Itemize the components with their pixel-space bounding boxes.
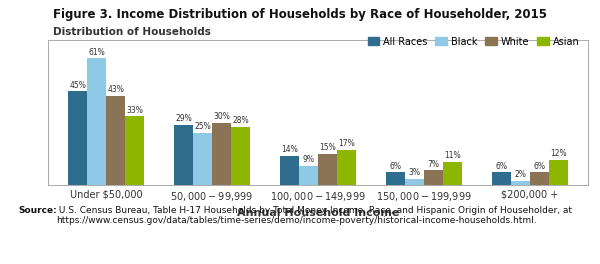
Bar: [193, 133, 212, 185]
Text: 7%: 7%: [427, 160, 439, 169]
Bar: [280, 156, 299, 185]
Text: 15%: 15%: [319, 143, 336, 152]
Text: Distribution of Households: Distribution of Households: [53, 27, 211, 37]
Text: 12%: 12%: [550, 149, 566, 158]
Text: 17%: 17%: [338, 139, 355, 148]
Text: 61%: 61%: [88, 48, 105, 56]
Text: 9%: 9%: [302, 155, 314, 164]
Bar: [231, 127, 250, 185]
Bar: [106, 96, 125, 185]
Text: 11%: 11%: [444, 151, 461, 160]
Bar: [125, 116, 145, 185]
Text: 2%: 2%: [514, 170, 526, 179]
Bar: [174, 125, 193, 185]
Text: 45%: 45%: [69, 81, 86, 90]
Text: 25%: 25%: [194, 122, 211, 131]
Text: Figure 3. Income Distribution of Households by Race of Householder, 2015: Figure 3. Income Distribution of Househo…: [53, 8, 547, 21]
Bar: [549, 160, 568, 185]
Text: Source:: Source:: [18, 206, 57, 215]
Bar: [424, 170, 443, 185]
Text: 14%: 14%: [281, 145, 298, 154]
Bar: [299, 166, 318, 185]
Text: 33%: 33%: [127, 106, 143, 115]
Bar: [386, 172, 405, 185]
Text: 28%: 28%: [232, 116, 249, 125]
X-axis label: Annual Household Income: Annual Household Income: [237, 208, 399, 218]
Text: 6%: 6%: [533, 162, 545, 171]
Text: 6%: 6%: [389, 162, 401, 171]
Bar: [491, 172, 511, 185]
Bar: [318, 154, 337, 185]
Bar: [405, 178, 424, 185]
Bar: [212, 122, 231, 185]
Legend: All Races, Black, White, Asian: All Races, Black, White, Asian: [364, 33, 583, 51]
Text: 6%: 6%: [495, 162, 507, 171]
Bar: [68, 91, 87, 185]
Text: 43%: 43%: [107, 85, 124, 94]
Text: 3%: 3%: [409, 168, 421, 177]
Bar: [530, 172, 549, 185]
Text: 30%: 30%: [213, 112, 230, 121]
Bar: [87, 58, 106, 185]
Text: U.S. Census Bureau, Table H-17 Households by Total Money Income, Race, and Hispa: U.S. Census Bureau, Table H-17 Household…: [56, 206, 572, 225]
Bar: [443, 162, 462, 185]
Text: 29%: 29%: [175, 114, 192, 123]
Bar: [511, 181, 530, 185]
Bar: [337, 149, 356, 185]
